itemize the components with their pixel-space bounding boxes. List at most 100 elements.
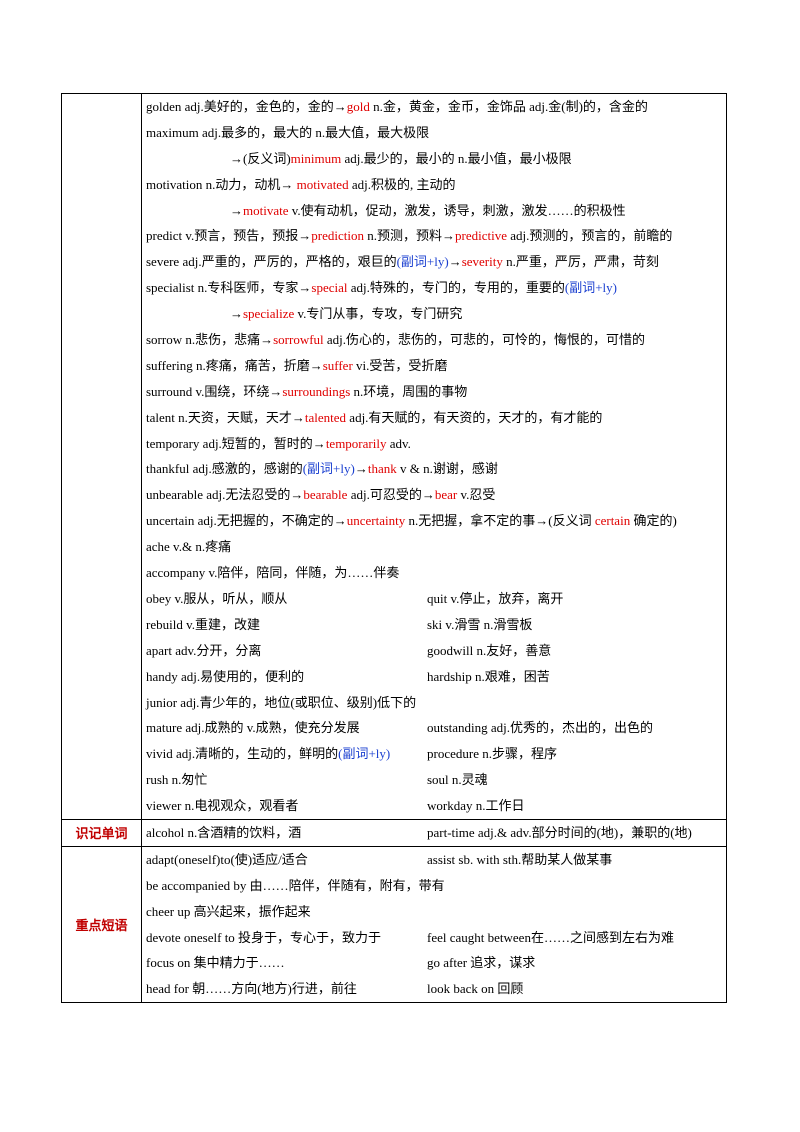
vocabulary-table: golden adj.美好的，金色的，金的→gold n.金，黄金，金币，金饰品… [61, 93, 727, 1004]
phrase-line: focus on 集中精力于…… go after 追求，谋求 [146, 950, 726, 976]
word-entry-line: predict v.预言，预告，预报→prediction n.预测，预料→pr… [146, 223, 726, 249]
word-text: vi.受苦，受折磨 [352, 357, 448, 373]
list-item: alcohol n.含酒精的饮料，酒 part-time adj.& adv.部… [146, 820, 726, 846]
word-entry-line: →specialize v.专门从事，专攻，专门研究 [146, 301, 726, 327]
word-pair-line: junior adj.青少年的，地位(或职位、级别)低下的 [146, 690, 726, 716]
word-entry-line: unbearable adj.无法忍受的→bearable adj.可忍受的→b… [146, 482, 726, 508]
word-text: n.金，黄金，金币，金饰品 adj.金(制)的，含金的 [369, 99, 648, 114]
section-phrases-row: 重点短语 adapt(oneself)to(使)适应/适合 assist sb. … [61, 845, 727, 1004]
derived-word: temporarily [325, 435, 387, 451]
word-text: ache v.& n.疼痛 [146, 539, 232, 555]
phrase-line: adapt(oneself)to(使)适应/适合 assist sb. with … [146, 847, 726, 873]
word-entry-line: suffering n.疼痛，痛苦，折磨→suffer vi.受苦，受折磨 [146, 353, 726, 379]
word-text: uncertain adj.无把握的，不确定的→ [146, 513, 347, 529]
adverb-note: (副词+ly) [564, 280, 617, 296]
word-text: adj.积极的, 主动的 [348, 176, 456, 192]
word-text: adj.预测的，预言的，前瞻的 [506, 228, 673, 244]
word-text: → [230, 202, 243, 218]
word-text: maximum adj.最多的，最大的 n.最大值，最大极限 [146, 124, 430, 140]
word-entry: goodwill n.友好，善意 [427, 642, 552, 658]
phrase-entry: look back on 回顾 [427, 981, 524, 997]
derived-word: bear [434, 487, 458, 503]
derived-word: predictive [454, 228, 507, 244]
word-entry: vivid adj.清晰的，生动的，鲜明的 [146, 746, 339, 762]
word-entry-line: surround v.围绕，环绕→surroundings n.环境，周围的事物 [146, 379, 726, 405]
word-text: → [230, 306, 243, 322]
word-entry: soul n.灵魂 [427, 772, 488, 788]
derived-word: motivate [243, 202, 289, 218]
word-text: severe adj.严重的，严厉的，严格的，艰巨的 [146, 254, 397, 270]
word-text: suffering n.疼痛，痛苦，折磨→ [146, 357, 323, 373]
word-entry-line: golden adj.美好的，金色的，金的→gold n.金，黄金，金币，金饰品… [146, 94, 726, 120]
derived-word: severity [461, 254, 503, 270]
derived-word: suffer [322, 357, 353, 373]
word-entry-line: sorrow n.悲伤，悲痛→sorrowful adj.伤心的，悲伤的，可悲的… [146, 327, 726, 353]
word-text: specialist n.专科医师，专家→ [146, 280, 312, 296]
word-entry: quit v.停止，放弃，离开 [427, 590, 564, 606]
word-text: n.无把握，拿不定的事→(反义词 [405, 513, 595, 529]
section-phrases-label: 重点短语 [61, 845, 142, 1004]
word-text: 确定的) [630, 513, 677, 529]
word-pair-line: viewer n.电视观众，观看者 workday n.工作日 [146, 793, 726, 819]
derived-word: motivated [296, 176, 349, 192]
word-entry: junior adj.青少年的，地位(或职位、级别)低下的 [146, 694, 417, 710]
word-text: → [354, 461, 368, 477]
derived-word: thank [367, 461, 397, 477]
section-words-label-cell [61, 93, 142, 820]
section-words-content: golden adj.美好的，金色的，金的→gold n.金，黄金，金币，金饰品… [141, 93, 727, 820]
word-text: thankful adj.感激的，感谢的 [146, 461, 303, 477]
section-recognize-row: 识记单词 alcohol n.含酒精的饮料，酒 part-time adj.& … [61, 818, 727, 847]
word-entry: rush n.匆忙 [146, 772, 208, 788]
word-entry: ski v.滑雪 n.滑雪板 [427, 616, 533, 632]
word-text: adv. [386, 435, 411, 451]
word-entry: rebuild v.重建，改建 [146, 616, 260, 632]
word-entry: handy adj.易使用的，便利的 [146, 668, 305, 684]
phrase-entry: focus on 集中精力于…… [146, 955, 285, 971]
section-recognize-content: alcohol n.含酒精的饮料，酒 part-time adj.& adv.部… [141, 818, 727, 847]
phrase-line: cheer up 高兴起来，振作起来 [146, 899, 726, 925]
word-entry-line: →(反义词)minimum adj.最少的，最小的 n.最小值，最小极限 [146, 146, 726, 172]
word-entry: workday n.工作日 [427, 798, 525, 814]
word-text: n.严重，严厉，严肃，苛刻 [502, 254, 659, 270]
word-entry: part-time adj.& adv.部分时间的(地)，兼职的(地) [427, 824, 692, 840]
word-text: predict v.预言，预告，预报→ [146, 228, 312, 244]
word-entry-line: ache v.& n.疼痛 [146, 534, 726, 560]
section-recognize-label: 识记单词 [61, 818, 142, 847]
derived-word: gold [346, 99, 370, 114]
word-text: v.专门从事，专攻，专门研究 [294, 306, 463, 322]
word-entry: outstanding adj.优秀的，杰出的，出色的 [427, 720, 654, 736]
word-pair-line: mature adj.成熟的 v.成熟，使充分发展 outstanding adj… [146, 715, 726, 741]
word-text: adj.最少的，最小的 n.最小值，最小极限 [341, 150, 572, 166]
vocabulary-table-container: golden adj.美好的，金色的，金的→gold n.金，黄金，金币，金饰品… [61, 93, 727, 1004]
word-text: talent n.天资，天赋，天才→ [146, 409, 305, 425]
phrase-line: be accompanied by 由……陪伴，伴随有，附有，带有 [146, 873, 726, 899]
derived-word: surroundings [282, 383, 351, 399]
word-text: adj.有天赋的，有天资的，天才的，有才能的 [346, 409, 603, 425]
phrase-line: devote oneself to 投身于，专心于，致力于 feel caught… [146, 925, 726, 951]
derived-word: special [311, 280, 348, 296]
word-text: → [448, 254, 462, 270]
phrase-entry: adapt(oneself)to(使)适应/适合 [146, 851, 308, 867]
word-pair-line: obey v.服从，听从，顺从 quit v.停止，放弃，离开 [146, 586, 726, 612]
word-entry: obey v.服从，听从，顺从 [146, 590, 288, 606]
word-entry: hardship n.艰难，困苦 [427, 668, 550, 684]
word-entry: mature adj.成熟的 v.成熟，使充分发展 [146, 720, 360, 736]
section-phrases-content: adapt(oneself)to(使)适应/适合 assist sb. with … [141, 845, 727, 1004]
adverb-note: (副词+ly) [396, 254, 449, 270]
derived-word: prediction [311, 228, 364, 244]
word-entry-line: temporary adj.短暂的，暂时的→temporarily adv. [146, 431, 726, 457]
adverb-note: (副词+ly) [302, 461, 355, 477]
phrase-entry: devote oneself to 投身于，专心于，致力于 [146, 929, 382, 945]
derived-word: certain [594, 513, 631, 529]
word-entry: viewer n.电视观众，观看者 [146, 798, 299, 814]
word-pair-line: apart adv.分开，分离 goodwill n.友好，善意 [146, 638, 726, 664]
word-pair-line: vivid adj.清晰的，生动的，鲜明的(副词+ly) procedure n.… [146, 741, 726, 767]
phrase-entry: go after 追求，谋求 [427, 955, 536, 971]
phrase-line: head for 朝……方向(地方)行进，前往 look back on 回顾 [146, 976, 726, 1002]
section-words-row: golden adj.美好的，金色的，金的→gold n.金，黄金，金币，金饰品… [61, 93, 727, 820]
phrase-entry: assist sb. with sth.帮助某人做某事 [427, 851, 613, 867]
word-text: sorrow n.悲伤，悲痛→ [146, 332, 274, 348]
derived-word: specialize [243, 306, 295, 322]
word-text: v.使有动机，促动，激发，诱导，刺激，激发……的积极性 [288, 202, 626, 218]
word-entry: alcohol n.含酒精的饮料，酒 [146, 824, 302, 840]
